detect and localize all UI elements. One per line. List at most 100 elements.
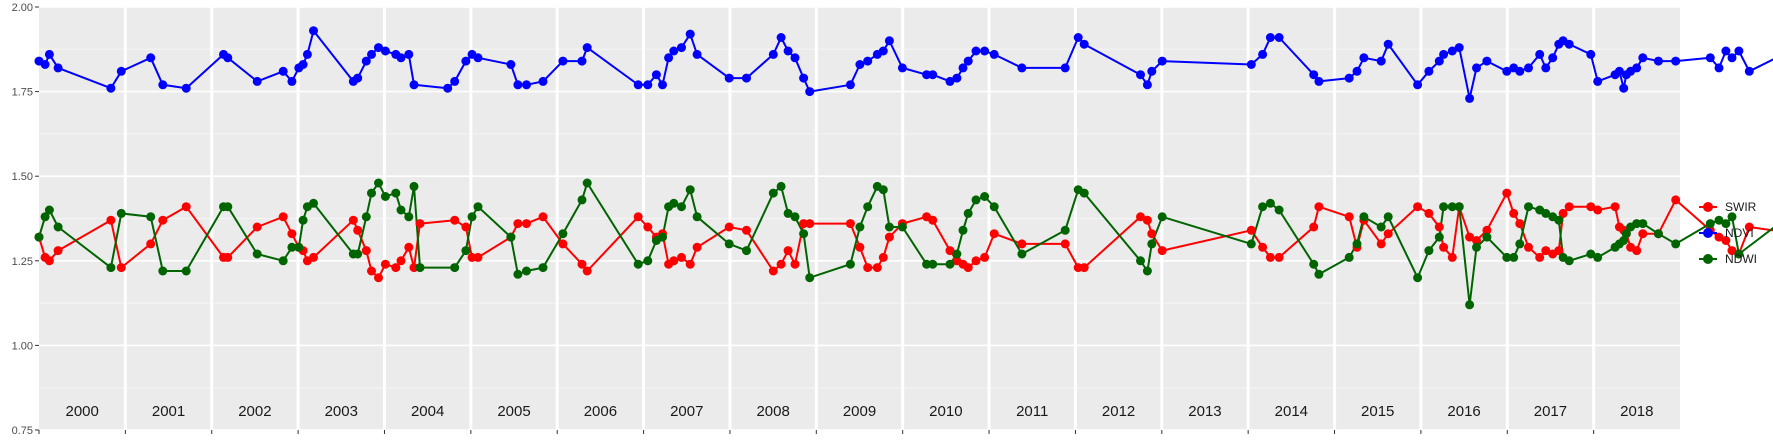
ndwi-point <box>989 202 999 212</box>
swir-point <box>106 215 116 225</box>
ndvi-point <box>1424 66 1434 76</box>
ndwi-point <box>380 192 390 201</box>
ndvi-point <box>1541 63 1551 73</box>
swir-point <box>1142 215 1152 225</box>
ndvi-point <box>367 49 376 59</box>
ndwi-point <box>53 222 63 232</box>
ndwi-point <box>980 192 990 201</box>
swir-point <box>278 212 288 222</box>
swir-point <box>1376 239 1386 249</box>
year-label: 2010 <box>929 403 962 420</box>
swir-point <box>1265 252 1275 262</box>
ndvi-point <box>790 53 800 63</box>
swir-point <box>1017 239 1027 249</box>
ndvi-point <box>1079 39 1089 49</box>
swir-point <box>44 256 54 266</box>
ndwi-point <box>1653 229 1663 239</box>
swir-point <box>884 232 894 242</box>
swir-point <box>1274 252 1284 262</box>
ndvi-point <box>1638 53 1648 63</box>
ndvi-point <box>1548 53 1558 63</box>
swir-point <box>1439 242 1449 252</box>
ndvi-point <box>855 60 865 69</box>
swir-point <box>577 259 587 269</box>
year-label: 2009 <box>843 403 876 420</box>
ndwi-point <box>409 181 419 191</box>
legend-key-point <box>1703 228 1713 238</box>
y-axis: 0.75 1.00 1.25 1.50 1.75 2.00 <box>12 2 39 437</box>
ndwi-point <box>1638 219 1648 229</box>
ndvi-point <box>1524 63 1533 73</box>
ndwi-point <box>776 181 786 191</box>
swir-point <box>353 225 363 235</box>
ndwi-point <box>1593 252 1603 262</box>
swir-point <box>461 222 471 232</box>
ndvi-point <box>450 76 460 86</box>
ndvi-point <box>1564 39 1574 49</box>
swir-point <box>380 259 390 269</box>
ndvi-point <box>1383 39 1393 49</box>
ndwi-point <box>522 266 531 276</box>
swir-point <box>1509 208 1519 218</box>
swir-point <box>1721 236 1731 245</box>
ndvi-point <box>1535 49 1545 59</box>
ndvi-point <box>1413 80 1423 90</box>
swir-point <box>348 215 358 225</box>
ndwi-point <box>669 198 679 208</box>
ndwi-point <box>1017 249 1027 259</box>
swir-point <box>945 246 955 256</box>
swir-point <box>1472 236 1481 245</box>
ndvi-point <box>513 80 523 90</box>
y-tick-label: 1.75 <box>12 87 33 99</box>
swir-point <box>558 239 568 249</box>
ndwi-point <box>790 212 800 222</box>
ndvi-point <box>404 49 414 59</box>
ndwi-point <box>1734 249 1744 259</box>
legend-label-ndvi: NDVI <box>1725 226 1754 240</box>
ndwi-point <box>799 229 809 239</box>
swir-point <box>367 266 376 276</box>
ndwi-point <box>538 263 548 273</box>
ndvi-point <box>1314 76 1324 86</box>
ndwi-point <box>958 225 968 235</box>
ndwi-point <box>1439 202 1449 212</box>
swir-point <box>1383 229 1393 239</box>
ndvi-point <box>1482 56 1492 66</box>
year-label: 2014 <box>1275 403 1308 420</box>
swir-point <box>1413 202 1423 212</box>
ndvi-point <box>1744 66 1754 76</box>
ndvi-point <box>287 76 297 86</box>
ndvi-point <box>952 73 962 83</box>
ndwi-point <box>506 232 516 242</box>
ndvi-point <box>1136 70 1145 80</box>
ndwi-point <box>1447 202 1457 212</box>
ndwi-point <box>361 212 371 222</box>
swir-point <box>158 215 168 225</box>
ndwi-point <box>34 232 44 242</box>
ndvi-point <box>106 83 116 93</box>
ndwi-point <box>391 188 401 198</box>
ndwi-point <box>1309 259 1319 269</box>
swir-point <box>1434 222 1444 232</box>
ndwi-point <box>1265 198 1275 208</box>
ndwi-point <box>298 215 308 225</box>
ndvi-point <box>1619 83 1629 93</box>
swir-point <box>963 263 973 273</box>
ndvi-point <box>558 56 568 66</box>
ndvi-point <box>252 76 262 86</box>
ndvi-point <box>1447 46 1457 56</box>
ndvi-point <box>582 43 592 53</box>
ndvi-point <box>1352 66 1362 76</box>
ndvi-point <box>1671 56 1681 66</box>
swir-point <box>513 219 523 229</box>
ndwi-point <box>1383 212 1393 222</box>
year-label: 2015 <box>1361 403 1394 420</box>
ndwi-point <box>783 208 793 218</box>
ndvi-point <box>897 63 907 73</box>
ndwi-point <box>658 232 667 242</box>
swir-point <box>374 273 383 283</box>
swir-point <box>391 263 401 273</box>
ndvi-point <box>1586 49 1596 59</box>
ndvi-point <box>971 46 981 56</box>
